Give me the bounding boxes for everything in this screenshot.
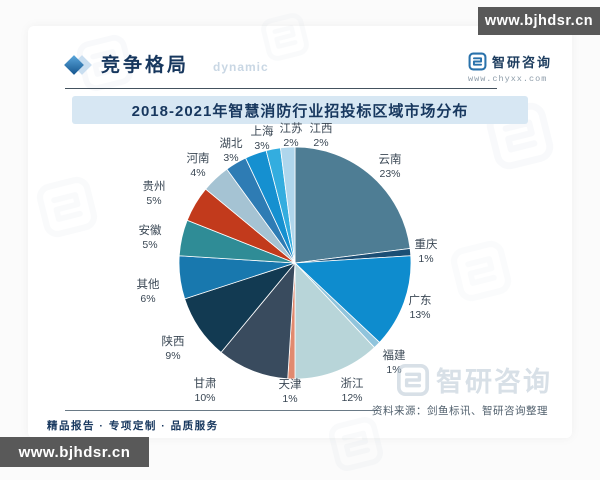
- pie-label-云南: 云南 23%: [379, 152, 402, 180]
- pie-label-安徽: 安徽 5%: [139, 223, 162, 251]
- pie-label-福建: 福建 1%: [383, 348, 406, 376]
- pie-slice-广东: [294, 255, 412, 343]
- pie-label-天津: 天津 1%: [279, 378, 302, 405]
- pie-label-浙江: 浙江 12%: [341, 377, 364, 404]
- footer-divider: [65, 410, 378, 411]
- data-source-text: 资料来源：剑鱼标讯、智研咨询整理: [372, 405, 548, 417]
- pie-label-贵州: 贵州 5%: [143, 180, 166, 207]
- pie-label-湖北: 湖北 3%: [220, 136, 243, 164]
- pie-label-甘肃: 甘肃 10%: [194, 377, 217, 404]
- pie-slice-浙江: [294, 261, 375, 380]
- pie-slice-云南: [294, 146, 411, 264]
- site-badge-top: www.bjhdsr.cn: [478, 7, 600, 35]
- pie-label-江西: 江西 2%: [310, 122, 333, 149]
- site-badge-bottom: www.bjhdsr.cn: [0, 437, 149, 467]
- pie-label-上海: 上海 3%: [251, 124, 274, 152]
- pie-label-江苏: 江苏 2%: [280, 122, 303, 149]
- ghost-watermark-text: dynamic: [213, 60, 269, 74]
- pie-label-河南: 河南 4%: [187, 151, 210, 179]
- footer-tagline: 精品报告 · 专项定制 · 品质服务: [47, 420, 219, 432]
- brand-site-url: www.chyxx.com: [468, 74, 548, 84]
- chart-title: 2018-2021年智慧消防行业招投标区域市场分布: [72, 96, 528, 124]
- brand-name: 智研咨询: [492, 55, 553, 70]
- pie-label-其他: 其他 6%: [137, 278, 160, 305]
- pie-label-陕西: 陕西 9%: [162, 334, 185, 362]
- pie-slice-江西: [280, 146, 296, 264]
- brand-block: 智研咨询 www.chyxx.com: [468, 52, 552, 84]
- pie-label-广东: 广东 13%: [409, 294, 432, 321]
- pie-slice-甘肃: [220, 261, 296, 380]
- header-divider: [65, 88, 497, 89]
- pie-label-重庆: 重庆 1%: [415, 237, 438, 265]
